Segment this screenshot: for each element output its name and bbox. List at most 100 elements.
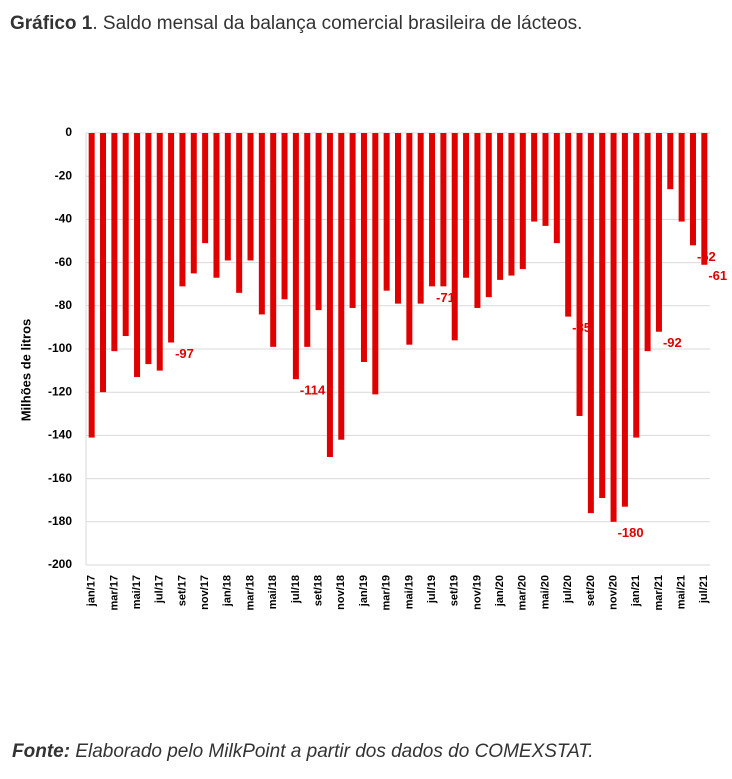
x-tick-label: jul/19 — [426, 575, 438, 604]
x-tick-label: mai/18 — [267, 575, 279, 609]
x-tick-label: jul/17 — [154, 575, 166, 604]
x-tick-label: mai/19 — [403, 575, 415, 609]
y-tick-label: -20 — [55, 168, 73, 182]
y-tick-label: 0 — [65, 125, 72, 139]
bar — [88, 133, 95, 438]
bar — [190, 133, 197, 274]
bar — [111, 133, 118, 352]
value-label: -61 — [708, 268, 727, 283]
bar — [270, 133, 277, 347]
bar — [338, 133, 345, 440]
x-tick-label: mar/19 — [381, 575, 393, 610]
bar — [304, 133, 311, 347]
y-tick-label: -80 — [55, 298, 73, 312]
bar — [451, 133, 458, 341]
x-tick-label: jan/19 — [358, 575, 370, 607]
bar — [292, 133, 299, 380]
x-tick-label: jan/18 — [222, 575, 234, 607]
bar — [576, 133, 583, 416]
bar — [621, 133, 628, 507]
x-tick-label: mar/17 — [108, 575, 120, 610]
value-label: -180 — [618, 525, 644, 540]
x-tick-label: mai/21 — [676, 575, 688, 609]
x-tick-label: nov/17 — [199, 575, 211, 610]
bar — [587, 133, 594, 514]
bar — [508, 133, 515, 276]
bar — [667, 133, 674, 190]
bar — [531, 133, 538, 222]
source-text: Elaborado pelo MilkPoint a partir dos da… — [70, 741, 593, 762]
bar — [349, 133, 356, 308]
x-tick-label: set/19 — [449, 575, 461, 606]
y-tick-label: -180 — [48, 514, 72, 528]
bar — [224, 133, 231, 261]
bar — [485, 133, 492, 298]
bar — [315, 133, 322, 311]
bar — [247, 133, 254, 261]
value-label: -114 — [300, 383, 326, 398]
bar — [213, 133, 220, 278]
x-tick-label: set/18 — [312, 575, 324, 606]
bar — [553, 133, 560, 244]
bar — [395, 133, 401, 304]
bar — [372, 133, 379, 395]
bar — [145, 133, 152, 365]
chart-title: Gráfico 1. Saldo mensal da balança comer… — [10, 13, 582, 34]
bar — [258, 133, 265, 315]
y-tick-label: -60 — [55, 255, 73, 269]
bar — [236, 133, 243, 293]
bar — [633, 133, 640, 438]
bar — [122, 133, 129, 337]
bar — [383, 133, 390, 291]
x-tick-label: jan/17 — [86, 575, 98, 607]
title-lead: Gráfico 1 — [10, 13, 93, 34]
source: Fonte: Elaborado pelo MilkPoint a partir… — [12, 741, 594, 762]
x-tick-label: jan/20 — [494, 575, 506, 607]
x-tick-label: mai/20 — [539, 575, 551, 609]
bar — [406, 133, 413, 345]
bar — [440, 133, 447, 287]
y-tick-label: -100 — [48, 341, 72, 355]
bar — [610, 133, 617, 522]
bar — [179, 133, 186, 287]
x-tick-label: nov/20 — [607, 575, 619, 610]
bar — [497, 133, 504, 280]
bar — [360, 133, 367, 362]
x-tick-label: jul/20 — [562, 575, 574, 604]
title-text: . Saldo mensal da balança comercial bras… — [92, 13, 582, 34]
bar — [100, 133, 107, 393]
x-tick-label: jul/21 — [698, 575, 710, 604]
y-tick-label: -160 — [48, 471, 72, 485]
x-tick-label: nov/18 — [335, 575, 347, 610]
value-label: -71 — [436, 290, 455, 305]
bar — [463, 133, 470, 278]
x-tick-label: mar/21 — [653, 575, 665, 610]
bar — [565, 133, 572, 317]
x-tick-label: set/17 — [176, 575, 188, 606]
y-tick-label: -140 — [48, 428, 72, 442]
x-tick-label: mar/18 — [244, 575, 256, 610]
bar — [542, 133, 549, 226]
bar — [689, 133, 696, 246]
bar — [474, 133, 481, 308]
x-tick-label: mar/20 — [517, 575, 529, 610]
y-tick-label: -120 — [48, 384, 72, 398]
bar — [168, 133, 175, 343]
bar — [281, 133, 288, 300]
bar — [678, 133, 685, 222]
bar — [429, 133, 436, 287]
bar — [599, 133, 606, 499]
bar — [202, 133, 209, 244]
bar — [701, 133, 708, 265]
x-tick-label: jan/21 — [630, 575, 642, 607]
bar — [134, 133, 141, 378]
x-tick-label: jul/18 — [290, 575, 302, 604]
x-tick-label: mai/17 — [131, 575, 143, 609]
y-axis-label: Milhões de litros — [18, 319, 33, 422]
bar — [417, 133, 424, 304]
y-tick-label: -200 — [48, 557, 72, 571]
bar — [644, 133, 651, 352]
y-tick-label: -40 — [55, 212, 73, 226]
bar — [519, 133, 526, 270]
